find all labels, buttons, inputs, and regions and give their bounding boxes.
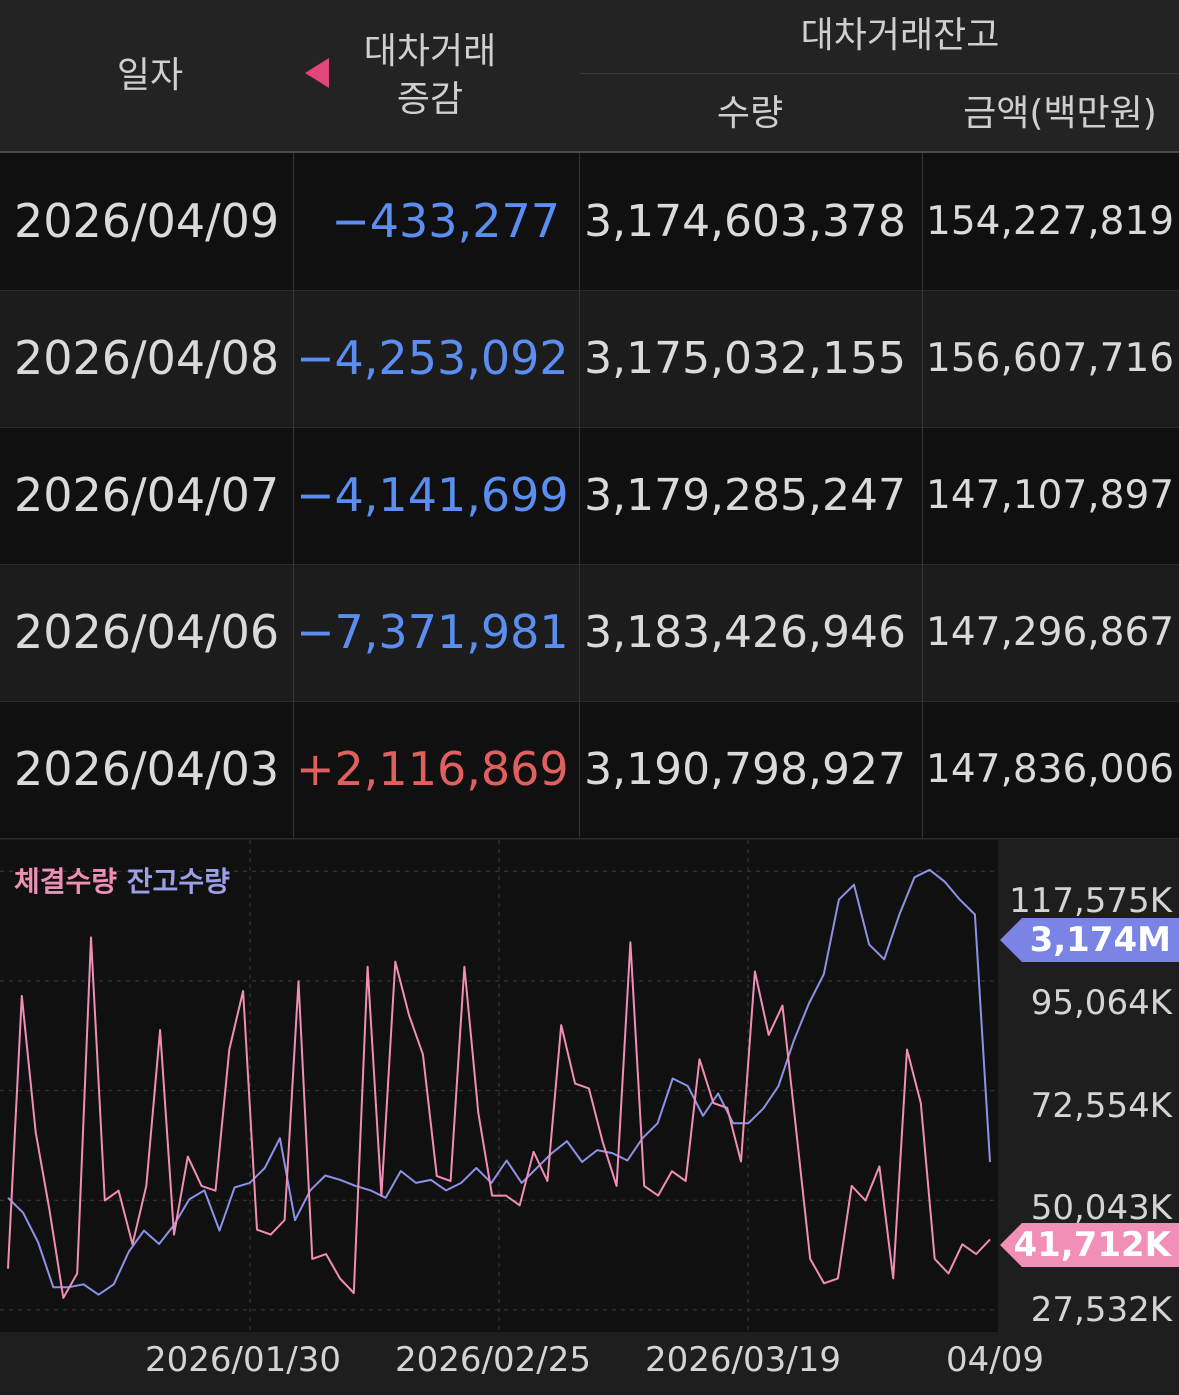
- header-change-line1[interactable]: 대차거래: [363, 31, 497, 72]
- chart-legend: 체결수량 잔고수량: [14, 860, 230, 900]
- y-tick-label: 95,064K: [1030, 983, 1172, 1023]
- header-divider: [580, 73, 1179, 74]
- cell-amount: 154,227,819: [926, 199, 1175, 244]
- y-tick-label: 72,554K: [1030, 1086, 1172, 1126]
- table-header: 일자 대차거래 증감 대차거래잔고 수량 금액(백만원): [0, 0, 1179, 152]
- sort-triangle-icon[interactable]: [305, 58, 329, 88]
- header-date[interactable]: 일자: [116, 55, 184, 96]
- table-row[interactable]: 2026/04/06 −7,371,981 3,183,426,946 147,…: [0, 564, 1179, 701]
- cell-change: +2,116,869: [296, 742, 569, 796]
- x-tick-label: 2026/02/25: [395, 1340, 591, 1380]
- legend-balance-volume: 잔고수량: [126, 865, 230, 898]
- y-tick-label: 117,575K: [1009, 881, 1172, 921]
- cell-quantity: 3,179,285,247: [584, 470, 906, 521]
- row-divider: [0, 838, 1179, 839]
- chart-plot-area[interactable]: [0, 840, 998, 1332]
- cell-date: 2026/04/08: [14, 331, 280, 385]
- series-line-trade: [7, 936, 991, 1299]
- header-bottom-border: [0, 151, 1179, 153]
- header-balance-group: 대차거래잔고: [800, 15, 1000, 56]
- x-tick-label: 2026/03/19: [645, 1340, 841, 1380]
- chart-panel[interactable]: 체결수량 잔고수량 117,575K 95,064K 72,554K 50,04…: [0, 840, 1179, 1395]
- cell-quantity: 3,174,603,378: [584, 196, 906, 247]
- y-tick-label: 50,043K: [1030, 1188, 1172, 1228]
- row-divider: [0, 290, 1179, 291]
- current-balance-tag: 3,174M: [1000, 918, 1179, 962]
- cell-amount: 147,296,867: [926, 610, 1175, 655]
- row-divider: [0, 701, 1179, 702]
- line-chart[interactable]: [0, 840, 998, 1332]
- cell-quantity: 3,190,798,927: [584, 744, 906, 795]
- column-divider: [579, 153, 580, 838]
- cell-date: 2026/04/06: [14, 605, 280, 659]
- table-row[interactable]: 2026/04/03 +2,116,869 3,190,798,927 147,…: [0, 701, 1179, 838]
- header-change-line2[interactable]: 증감: [396, 79, 464, 120]
- cell-date: 2026/04/09: [14, 194, 280, 248]
- cell-amount: 147,107,897: [926, 473, 1175, 518]
- row-divider: [0, 427, 1179, 428]
- cell-change: −4,253,092: [296, 331, 569, 385]
- cell-date: 2026/04/07: [14, 468, 280, 522]
- header-amount[interactable]: 금액(백만원): [963, 93, 1157, 134]
- table-row[interactable]: 2026/04/07 −4,141,699 3,179,285,247 147,…: [0, 427, 1179, 564]
- cell-change: −7,371,981: [296, 605, 569, 659]
- y-tick-label: 27,532K: [1030, 1290, 1172, 1330]
- cell-amount: 147,836,006: [926, 747, 1175, 792]
- cell-quantity: 3,183,426,946: [584, 607, 906, 658]
- table-row[interactable]: 2026/04/09 −433,277 3,174,603,378 154,22…: [0, 153, 1179, 290]
- x-tick-label: 2026/01/30: [145, 1340, 341, 1380]
- current-trade-tag: 41,712K: [1000, 1223, 1179, 1267]
- column-divider: [922, 153, 923, 838]
- header-quantity[interactable]: 수량: [716, 93, 784, 134]
- cell-date: 2026/04/03: [14, 742, 280, 796]
- cell-change: −433,277: [331, 194, 560, 248]
- cell-change: −4,141,699: [296, 468, 569, 522]
- column-divider: [293, 153, 294, 838]
- x-tick-label: 04/09: [946, 1340, 1044, 1380]
- row-divider: [0, 564, 1179, 565]
- cell-quantity: 3,175,032,155: [584, 333, 906, 384]
- cell-amount: 156,607,716: [926, 336, 1175, 381]
- table-row[interactable]: 2026/04/08 −4,253,092 3,175,032,155 156,…: [0, 290, 1179, 427]
- legend-trade-volume: 체결수량: [14, 865, 118, 898]
- series-line-balance: [7, 868, 991, 1296]
